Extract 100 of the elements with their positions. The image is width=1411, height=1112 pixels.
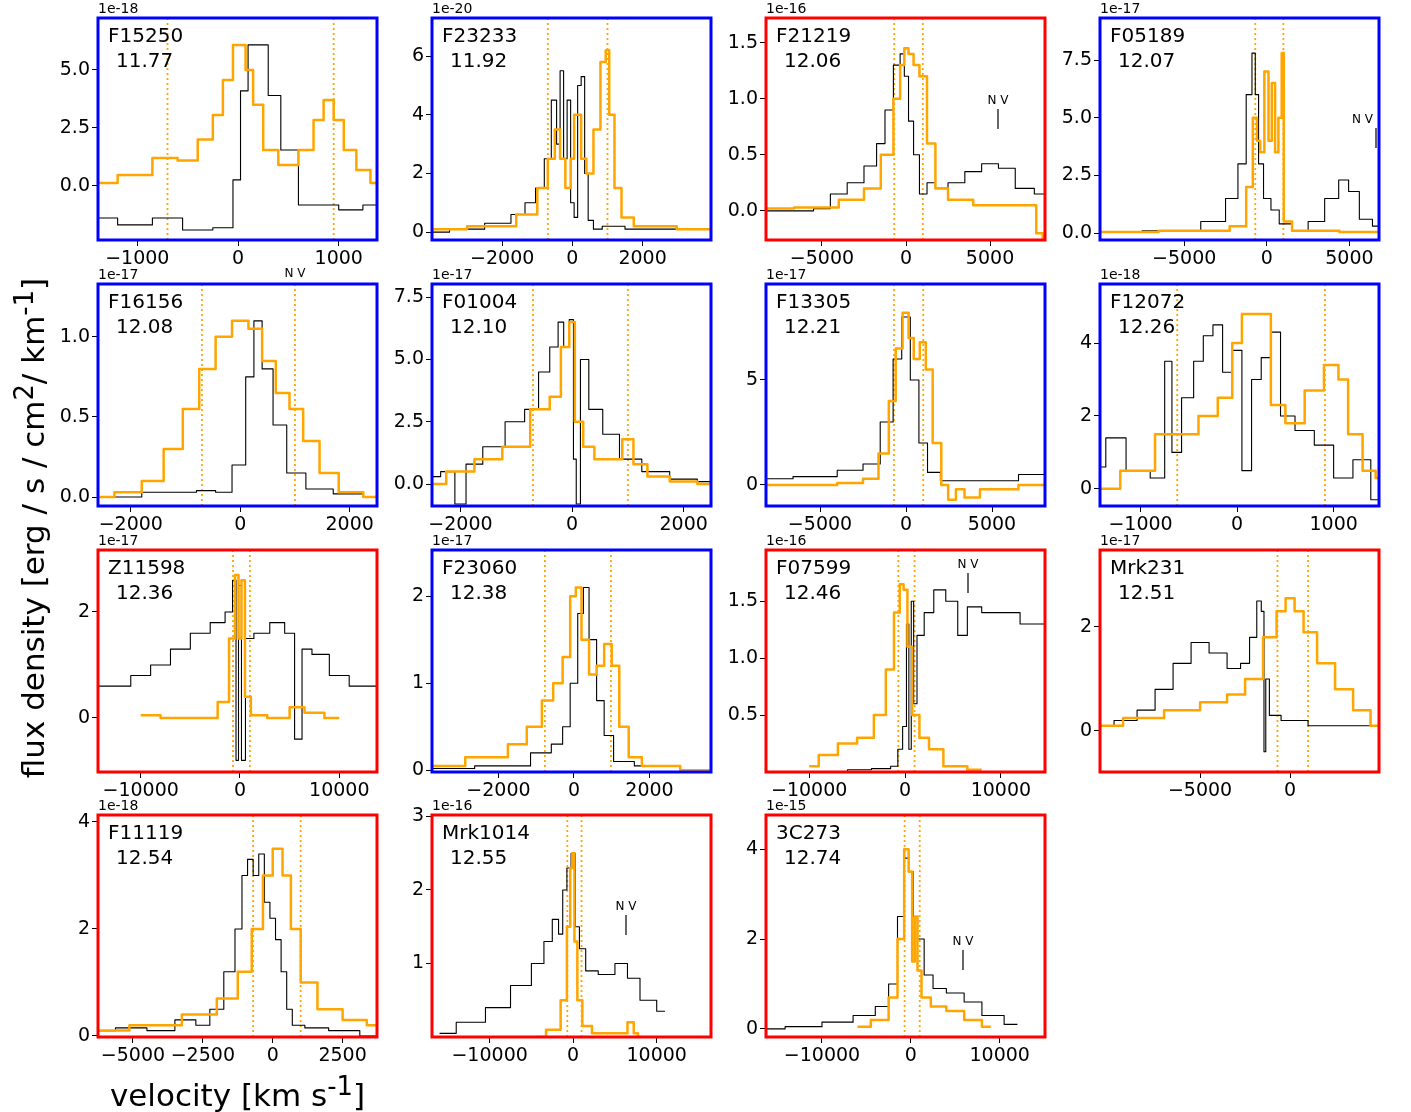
text: 12.07 [1118, 48, 1176, 72]
x-tick-label: 0 [266, 1043, 279, 1066]
y-tick-label: 0.0 [59, 172, 90, 195]
x-tick-label: 1000 [314, 246, 363, 269]
y-tick-label: 0 [77, 704, 90, 727]
text: 1e-17 [766, 266, 807, 282]
x-tick-label: 0 [234, 512, 247, 535]
x-tick-label: −5000 [787, 512, 853, 535]
x-tick-label: 0 [567, 778, 580, 801]
x-tick-label: −5000 [1167, 778, 1233, 801]
text: 12.06 [784, 48, 842, 72]
x-tick-label: −2000 [428, 512, 493, 535]
chart-title: F11119 [108, 820, 184, 844]
text: 1e-17 [432, 532, 473, 548]
y-tick-label: 2 [77, 598, 90, 621]
y-tick-label: 1.0 [727, 85, 758, 108]
y-tick-label: 2 [1079, 613, 1092, 636]
y-tick-label: 0.0 [1061, 220, 1092, 243]
y-tick-label: 4 [745, 836, 758, 859]
text: 11.92 [450, 48, 508, 72]
annotation: N V [952, 934, 975, 948]
y-tick-label: 2 [77, 915, 90, 938]
chart-title: F01004 [442, 289, 518, 313]
x-tick-label: 0 [1231, 512, 1244, 535]
x-tick-label: 1000 [1309, 512, 1358, 535]
x-tick-label: 0 [1284, 778, 1297, 801]
y-tick-label: 2 [411, 160, 424, 183]
y-tick-label: 0.0 [727, 197, 758, 220]
x-tick-label: −5000 [1152, 246, 1217, 269]
y-tick-label: 1.5 [727, 588, 758, 611]
y-tick-label: 0 [1079, 475, 1092, 498]
x-tick-label: −1000 [105, 246, 170, 269]
x-tick-label: 10000 [969, 1043, 1030, 1066]
text: 12.38 [450, 580, 508, 604]
x-tick-label: 5000 [1325, 246, 1374, 269]
y-tick-label: 2.5 [59, 114, 90, 137]
x-tick-label: 2500 [318, 1043, 367, 1066]
text: 1e-17 [98, 266, 139, 282]
x-tick-label: 0 [566, 512, 579, 535]
x-tick-label: 0 [899, 246, 913, 269]
y-tick-label: 7.5 [1061, 46, 1092, 69]
y-tick-label: 0 [1079, 717, 1092, 740]
y-tick-label: 1.5 [727, 29, 758, 52]
y-tick-label: 0 [77, 1022, 90, 1045]
text: 12.55 [450, 845, 508, 869]
text: 1e-18 [1100, 266, 1141, 282]
y-tick-label: 1 [411, 950, 424, 973]
y-tick-label: 2 [411, 583, 424, 606]
y-tick-label: 4 [1079, 329, 1092, 352]
y-tick-label: 0.5 [727, 141, 758, 164]
chart-title: F16156 [108, 289, 184, 313]
text: 1e-17 [1100, 532, 1141, 548]
x-tick-label: 0 [566, 246, 579, 269]
y-tick-label: 0 [745, 471, 758, 494]
x-tick-label: 0 [898, 778, 912, 801]
chart-title: F23233 [442, 23, 518, 47]
x-tick-label: 0 [567, 1043, 580, 1066]
x-tick-label: −5000 [789, 246, 855, 269]
chart-title: F12072 [1110, 289, 1186, 313]
x-tick-label: 0 [899, 512, 913, 535]
text: 1e-18 [98, 0, 139, 16]
y-tick-label: 6 [411, 43, 424, 66]
x-tick-label: 2000 [625, 778, 674, 801]
text: 1e-16 [766, 532, 807, 548]
text: 1e-20 [432, 0, 473, 16]
x-axis-title: velocity [km s$^{-1}$] [109, 1070, 366, 1112]
chart-title: F21219 [776, 23, 852, 47]
x-tick-label: −2000 [470, 246, 535, 269]
y-tick-label: 5.0 [59, 56, 90, 79]
y-tick-label: 0 [411, 219, 424, 242]
y-tick-label: 0.0 [393, 471, 424, 494]
y-tick-label: 2 [411, 876, 424, 899]
text: 12.46 [784, 580, 842, 604]
text: 1e-17 [432, 266, 473, 282]
chart-title: F05189 [1110, 23, 1186, 47]
chart-title: F13305 [776, 289, 852, 313]
x-tick-label: 2000 [325, 512, 374, 535]
x-tick-label: −2500 [170, 1043, 235, 1066]
x-tick-label: 2000 [618, 246, 667, 269]
y-tick-label: 2.5 [393, 408, 424, 431]
chart-title: Mrk231 [1110, 555, 1186, 579]
y-tick-label: 0 [745, 1015, 758, 1038]
chart-title: Mrk1014 [442, 820, 530, 844]
x-tick-label: 10000 [626, 1043, 687, 1066]
chart-title: F15250 [108, 23, 184, 47]
y-tick-label: 0.5 [59, 403, 90, 426]
y-tick-label: 0.5 [727, 702, 758, 725]
text: 12.36 [116, 580, 174, 604]
y-tick-label: 0 [411, 757, 424, 780]
chart-title: F23060 [442, 555, 518, 579]
text: 12.10 [450, 314, 508, 338]
y-tick-label: 7.5 [393, 284, 424, 307]
x-tick-label: 5000 [965, 246, 1015, 269]
x-tick-label: 10000 [970, 778, 1032, 801]
y-tick-label: 5 [745, 366, 758, 389]
annotation: N V [615, 899, 638, 913]
y-tick-label: 1.0 [727, 645, 758, 668]
text: 12.08 [116, 314, 174, 338]
y-tick-label: 4 [77, 808, 90, 831]
y-tick-label: 2 [745, 925, 758, 948]
